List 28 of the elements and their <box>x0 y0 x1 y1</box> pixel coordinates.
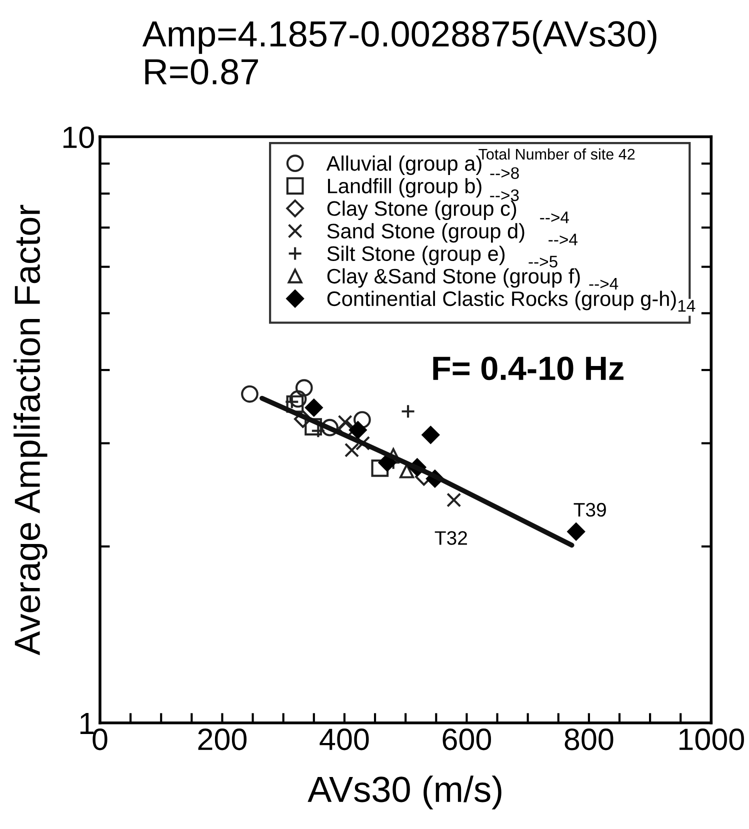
chart-title: Amp=4.1857-0.0028875(AVs30) <box>142 20 656 54</box>
x-tick-label: 800 <box>564 728 614 750</box>
legend-label: Landfill (group b) <box>328 178 482 198</box>
annotation: -->8 <box>490 167 519 180</box>
annotation: 14 <box>678 300 696 312</box>
x-tick-label: 600 <box>442 728 491 750</box>
y-tick-label: 1 <box>80 712 94 734</box>
legend-label: Continential Clastic Rocks (group g-h) <box>327 290 676 310</box>
legend-label: Clay &Sand Stone (group f) <box>327 268 580 288</box>
annotation: -->4 <box>540 212 569 224</box>
annotation: T32 <box>434 531 467 545</box>
annotation: T39 <box>574 502 606 517</box>
annotation: -->4 <box>589 278 618 290</box>
y-tick-label: 10 <box>63 126 94 148</box>
annotation: -->5 <box>528 256 558 268</box>
annotation: -->4 <box>548 234 578 246</box>
y-axis-title: Average Amplifaction Factor <box>14 204 48 656</box>
chart-subtitle: R=0.87 <box>145 58 258 85</box>
x-tick-label: 200 <box>198 728 247 750</box>
x-axis-title: AVs30 (m/s) <box>308 776 502 810</box>
x-tick-label: 400 <box>320 728 369 750</box>
annotation: -->3 <box>490 189 519 202</box>
legend-label: Sand Stone (group d) <box>327 223 524 243</box>
legend-label: Clay Stone (group c) <box>327 200 516 220</box>
x-tick-label: 1000 <box>680 728 744 750</box>
x-tick-label: 0 <box>92 728 108 750</box>
annotation: F= 0.4-10 Hz <box>433 356 624 380</box>
legend-label: Silt Stone (group e) <box>327 246 505 266</box>
